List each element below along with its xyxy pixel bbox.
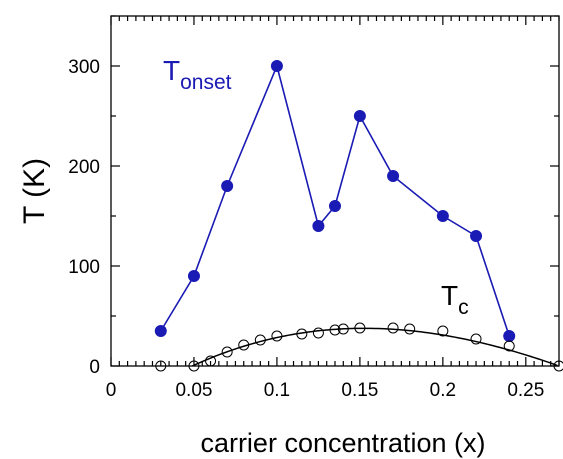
y-axis-title: T (K) [18,158,51,224]
series-points [154,60,563,372]
tonset-point [154,325,167,337]
y-tick-labels: 0 100 200 300 [68,57,100,378]
tc-point [296,328,308,340]
tonset-point [436,210,449,222]
tonset-point [187,270,200,282]
tonset-point [470,230,483,242]
tonset-point [387,170,400,182]
tc-point [354,322,366,334]
series-label-tc: Tc [441,280,469,319]
tc-point [238,339,250,351]
tc-point [503,340,515,352]
tc-point [155,360,167,372]
tc-point [470,333,482,345]
series-label-tonset: Tonset [163,55,232,94]
y-tick-label: 100 [68,257,100,278]
series-label-tonset-main: T [163,55,180,86]
tc-point [312,327,324,339]
tc-point [553,360,563,372]
x-tick-label: 0.15 [341,380,378,401]
tonset-point [312,220,325,232]
x-tick-label: 0.05 [175,380,212,401]
tc-point [205,355,217,367]
series-label-tc-sub: c [458,296,469,319]
tc-point [437,325,449,337]
tc-point [188,360,200,372]
x-tick-label: 0 [106,380,117,401]
tc-point [221,346,233,358]
tc-point [254,334,266,346]
series-label-tonset-sub: onset [180,71,232,94]
y-tick-label: 200 [68,157,100,178]
tc-point [329,324,341,336]
tonset-point [353,110,366,122]
axes-ticks [110,15,560,367]
tc-point [337,323,349,335]
tc-point [404,323,416,335]
series-label-tc-main: T [441,280,458,311]
tonset-point [221,180,234,192]
tc-fit-curve [191,327,558,367]
y-tick-label: 300 [68,57,100,78]
x-tick-labels: 0 0.05 0.1 0.15 0.2 0.25 [106,380,545,401]
tc-point [387,322,399,334]
x-tick-label: 0.25 [507,380,544,401]
tonset-point [503,330,516,342]
tc-fit-line [191,327,558,367]
x-tick-label: 0.2 [430,380,456,401]
x-tick-label: 0.1 [264,380,290,401]
tonset-point [329,200,341,212]
x-axis-title: carrier concentration (x) [200,428,485,458]
y-tick-label: 0 [89,357,100,378]
tonset-point [270,60,283,72]
tc-point [271,330,283,342]
